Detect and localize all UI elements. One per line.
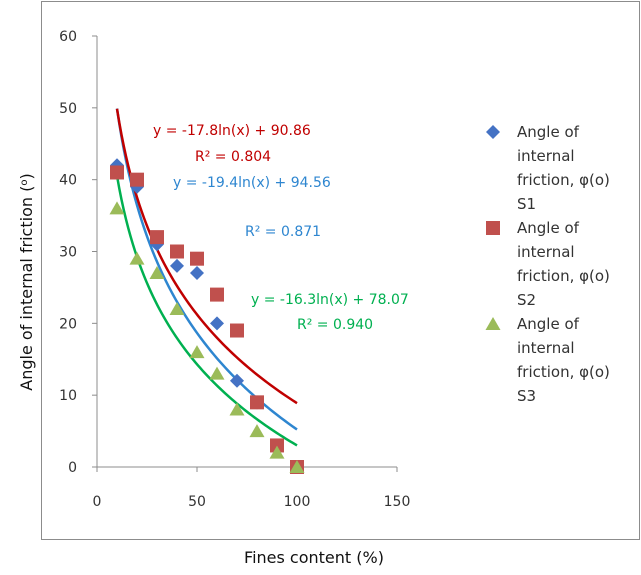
y-tick-label: 30 <box>59 245 77 261</box>
trendline-s2 <box>115 108 298 405</box>
data-point-s3 <box>289 460 305 473</box>
legend-label-s3: Angle of <box>517 315 580 333</box>
data-point-s2 <box>270 438 284 453</box>
x-tick-label: 50 <box>188 494 206 510</box>
data-point-s3 <box>129 251 145 265</box>
data-point-s1 <box>190 266 204 281</box>
legend-label-s2: Angle of <box>517 219 580 237</box>
y-tick-label: 40 <box>59 173 77 189</box>
legend-label-s1: Angle of <box>517 123 580 141</box>
data-point-s2 <box>250 395 264 410</box>
data-point-s3 <box>229 402 245 416</box>
chart-frame <box>41 1 640 540</box>
trendline-s3 <box>115 175 298 447</box>
y-axis-title: Angle of internal friction (o) <box>17 173 36 390</box>
x-tick-label: 100 <box>284 494 311 510</box>
trendline-r2-s1: R² = 0.871 <box>245 224 321 240</box>
trendline-r2-s2: R² = 0.804 <box>195 149 271 165</box>
legend-label-s3: S3 <box>517 387 536 405</box>
data-point-s3 <box>269 445 285 459</box>
data-point-s3 <box>169 301 185 315</box>
y-tick-label: 60 <box>59 29 77 45</box>
data-point-s2 <box>170 244 184 259</box>
data-point-s3 <box>189 345 205 359</box>
trendline-r2-s3: R² = 0.940 <box>297 317 373 333</box>
data-point-s2 <box>190 251 204 266</box>
data-point-s3 <box>249 424 265 438</box>
data-point-s3 <box>149 266 165 280</box>
y-tick-label: 10 <box>59 388 77 404</box>
legend-label-s3: friction, φ(o) <box>517 363 610 381</box>
y-tick-label: 0 <box>68 460 77 476</box>
data-point-s1 <box>210 316 224 331</box>
x-tick-label: 150 <box>384 494 411 510</box>
data-point-s3 <box>109 201 125 215</box>
data-point-s2 <box>210 287 224 302</box>
legend-label-s1: friction, φ(o) <box>517 171 610 189</box>
legend-label-s2: internal <box>517 243 575 261</box>
data-point-s3 <box>209 366 225 380</box>
trendline-equation-s1: y = -19.4ln(x) + 94.56 <box>173 175 331 191</box>
legend-marker-s3 <box>485 317 501 330</box>
x-tick-label: 0 <box>93 494 102 510</box>
data-point-s1 <box>170 258 184 273</box>
y-tick-label: 50 <box>59 101 77 117</box>
data-point-s2 <box>230 323 244 338</box>
trendline-s1 <box>115 108 298 431</box>
data-point-s1 <box>230 373 244 388</box>
trendline-equation-s2: y = -17.8ln(x) + 90.86 <box>153 123 311 139</box>
legend-label-s3: internal <box>517 339 575 357</box>
y-tick-label: 20 <box>59 316 77 332</box>
data-point-s2 <box>150 230 164 245</box>
legend-label-s1: internal <box>517 147 575 165</box>
data-point-s2 <box>130 172 144 187</box>
trendline-equation-s3: y = -16.3ln(x) + 78.07 <box>251 292 409 308</box>
data-point-s2 <box>110 165 124 180</box>
legend-marker-s1 <box>486 125 500 139</box>
legend-marker-s2 <box>486 221 500 235</box>
legend-label-s1: S1 <box>517 195 536 213</box>
legend-label-s2: friction, φ(o) <box>517 267 610 285</box>
x-axis-title: Fines content (%) <box>244 548 384 567</box>
legend-label-s2: S2 <box>517 291 536 309</box>
